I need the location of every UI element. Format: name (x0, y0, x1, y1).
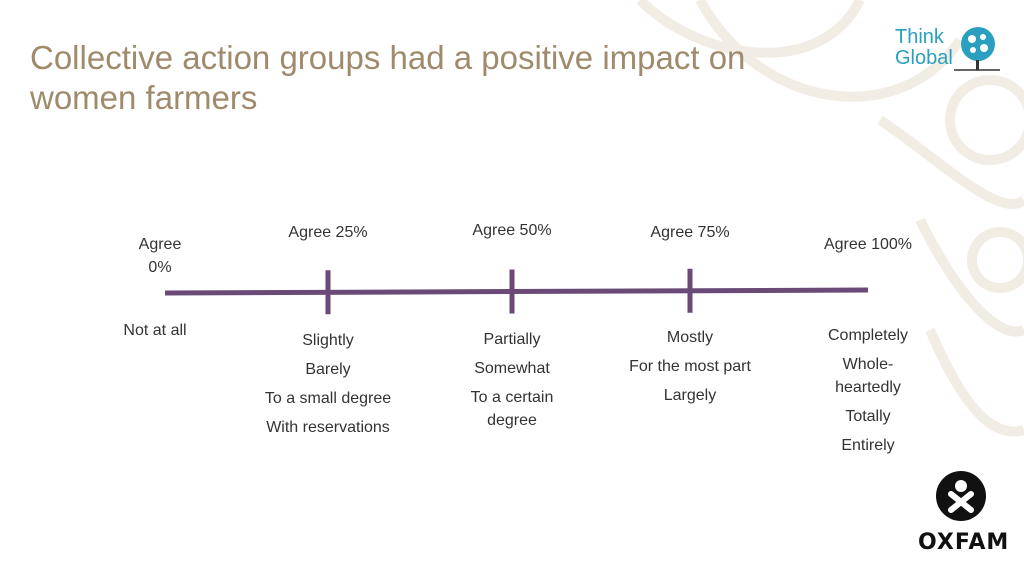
synonym-item: With reservations (266, 419, 390, 436)
scale-label-50: Agree 50% (472, 222, 552, 239)
synonym-list-0: Not at all (123, 319, 186, 348)
synonym-item: To a certain degree (470, 389, 554, 429)
synonym-item: Partially (483, 331, 541, 348)
logo-line-1: Think (895, 26, 944, 48)
synonym-item: Largely (663, 387, 717, 404)
scale-label-0: Agree 0% (138, 236, 182, 276)
oxfam-logo: OXFAM (918, 470, 1010, 560)
synonym-item: Totally (845, 408, 891, 425)
synonym-item: Completely (827, 327, 909, 344)
synonym-item: For the most part (629, 358, 751, 375)
synonym-list-50: Partially Somewhat To a certain degree (471, 328, 554, 438)
scale-label-75: Agree 75% (650, 224, 730, 241)
oxfam-figure-icon (936, 471, 986, 521)
synonym-list-75: Mostly For the most part Largely (629, 326, 751, 413)
scale-label-100: Agree 100% (823, 236, 913, 253)
synonym-item: Entirely (841, 437, 895, 454)
synonym-item: Somewhat (474, 360, 550, 377)
synonym-item: Barely (305, 361, 351, 378)
oxfam-wordmark: OXFAM (918, 530, 1010, 555)
synonym-list-100: Completely Whole- heartedly Totally Entirel… (828, 324, 908, 463)
globe-tree-icon (954, 27, 1000, 71)
synonym-item: Slightly (302, 332, 354, 349)
scale-label-25: Agree 25% (288, 224, 368, 241)
think-global-logo: Think Global (892, 22, 1004, 74)
logo-line-2: Global (895, 47, 953, 69)
synonym-list-25: Slightly Barely To a small degree With rese… (265, 329, 391, 445)
synonym-item: Not at all (123, 322, 187, 339)
scale-line (164, 287, 869, 296)
synonym-item: To a small degree (264, 390, 392, 407)
page-title: Collective action groups had a positive … (30, 39, 746, 116)
synonym-item: Mostly (666, 329, 714, 346)
synonym-item: Whole- heartedly (835, 356, 901, 396)
